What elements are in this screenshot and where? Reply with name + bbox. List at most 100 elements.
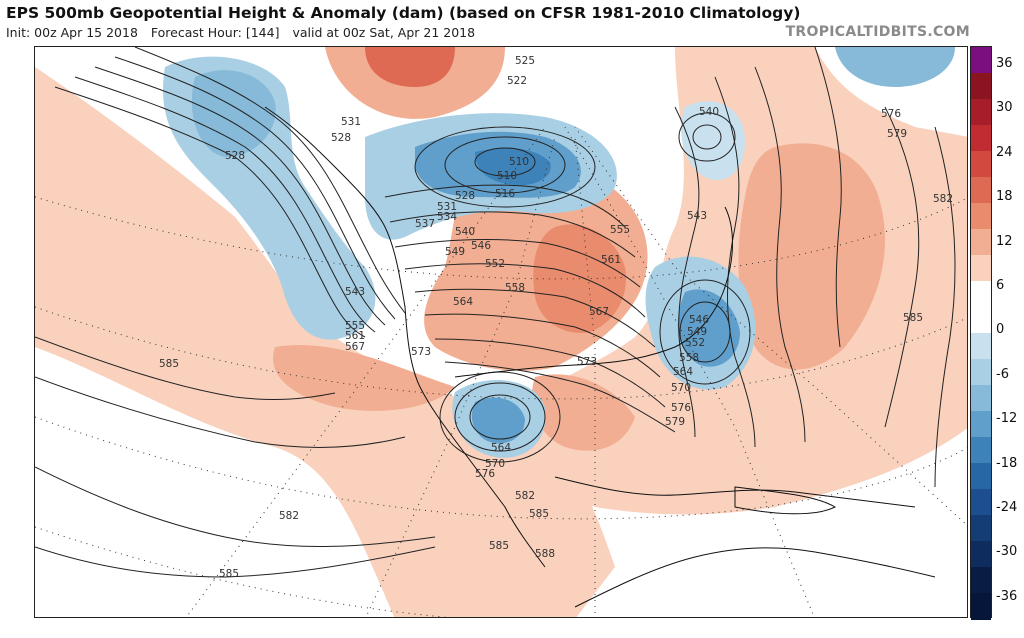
contour-label: 564: [673, 366, 693, 378]
contour-label: 543: [687, 210, 707, 222]
contour-label: 579: [665, 416, 685, 428]
contour-label: 567: [345, 341, 365, 353]
contour-label: 546: [689, 314, 709, 326]
contour-label: 585: [489, 540, 509, 552]
contour-label: 510: [497, 170, 517, 182]
chart-subtitle: Init: 00z Apr 15 2018 Forecast Hour: [14…: [6, 25, 484, 40]
contour-label: 573: [577, 356, 597, 368]
negative-anomaly-fill: [163, 47, 955, 458]
contour-labels: 525 522 531 528 528 510 510 516 528 531 …: [159, 55, 953, 580]
contour-label: 576: [671, 402, 691, 414]
colorbar-segment: [971, 229, 991, 256]
graticule: [35, 126, 967, 617]
colorbar-tick-label: -30: [996, 544, 1018, 560]
chart-title: EPS 500mb Geopotential Height & Anomaly …: [6, 4, 801, 22]
colorbar-tick-label: -24: [996, 500, 1018, 515]
contour-label: 540: [455, 226, 475, 238]
colorbar-segment: [971, 73, 991, 100]
colorbar-segment: [971, 203, 991, 230]
contour-label: 528: [331, 132, 351, 144]
init-time: Init: 00z Apr 15 2018: [6, 25, 138, 40]
colorbar-segment: [971, 541, 991, 568]
contour-label: 564: [491, 442, 511, 454]
colorbar-tick-label: -12: [996, 411, 1018, 427]
colorbar-tick-label: 18: [996, 189, 1013, 205]
colorbar-tick-label: 6: [996, 278, 1005, 293]
contour-label: 585: [903, 312, 923, 324]
contour-label: 561: [345, 330, 365, 342]
colorbar-segment: [971, 437, 991, 464]
site-credit: TROPICALTIDBITS.COM: [785, 24, 970, 40]
colorbar-segment: [971, 593, 991, 620]
contour-label: 576: [881, 108, 901, 120]
contour-label: 567: [589, 306, 609, 318]
contour-label: 534: [437, 211, 457, 223]
contour-label: 576: [475, 468, 495, 480]
colorbar-segment: [971, 515, 991, 542]
colorbar-segment: [971, 47, 991, 74]
colorbar-tick-label: 24: [996, 144, 1013, 160]
contour-label: 555: [610, 224, 630, 236]
contour-label: 510: [509, 156, 529, 168]
contour-label: 582: [515, 490, 535, 502]
colorbar-segment: [971, 463, 991, 490]
contour-label: 573: [411, 346, 431, 358]
contour-label: 588: [535, 548, 555, 560]
contour-label: 522: [507, 75, 527, 87]
colorbar-segment: [971, 281, 991, 308]
height-contours: [35, 47, 956, 578]
colorbar-segment: [971, 255, 991, 282]
colorbar-tick-label: 30: [996, 100, 1013, 116]
colorbar-segment: [971, 307, 991, 334]
contour-label: 558: [679, 352, 699, 364]
contour-label: 582: [933, 193, 953, 205]
colorbar-segment: [971, 333, 991, 360]
colorbar-segment: [971, 359, 991, 386]
contour-label: 516: [495, 188, 515, 200]
contour-label: 528: [455, 190, 475, 202]
height-anomaly-map: 525 522 531 528 528 510 510 516 528 531 …: [34, 46, 968, 618]
colorbar-tick-label: 0: [996, 322, 1005, 338]
contour-label: 546: [471, 240, 491, 252]
colorbar-tick-label: -6: [996, 366, 1009, 382]
colorbar-segment: [971, 411, 991, 438]
contour-label: 531: [341, 116, 361, 128]
colorbar-segment: [971, 125, 991, 152]
contour-label: 552: [485, 258, 505, 270]
colorbar-tick-label: 12: [996, 233, 1013, 249]
colorbar-segment: [971, 489, 991, 516]
contour-label: 543: [345, 286, 365, 298]
colorbar-tick-label: -36: [996, 588, 1018, 604]
colorbar-segment: [971, 567, 991, 594]
colorbar-segment: [971, 177, 991, 204]
coastlines: [264, 106, 936, 608]
contour-label: 564: [453, 296, 473, 308]
map-canvas: 525 522 531 528 528 510 510 516 528 531 …: [35, 47, 967, 617]
contour-label: 570: [485, 458, 505, 470]
colorbar-segment: [971, 385, 991, 412]
contour-label: 528: [225, 150, 245, 162]
valid-time: valid at 00z Sat, Apr 21 2018: [292, 25, 476, 40]
contour-label: 549: [445, 246, 465, 258]
colorbar-segment: [971, 151, 991, 178]
contour-label: 582: [279, 510, 299, 522]
anomaly-colorbar: [970, 46, 992, 620]
contour-label: 540: [699, 106, 719, 118]
contour-label: 561: [601, 254, 621, 266]
colorbar-segment: [971, 99, 991, 126]
contour-label: 525: [515, 55, 535, 67]
contour-label: 531: [437, 201, 457, 213]
contour-label: 585: [159, 358, 179, 370]
contour-label: 570: [671, 382, 691, 394]
contour-label: 537: [415, 218, 435, 230]
contour-label: 585: [529, 508, 549, 520]
colorbar-tick-label: -18: [996, 455, 1018, 471]
contour-label: 579: [887, 128, 907, 140]
contour-label: 552: [685, 337, 705, 349]
contour-label: 555: [345, 320, 365, 332]
contour-label: 558: [505, 282, 525, 294]
forecast-hour: Forecast Hour: [144]: [150, 25, 280, 40]
colorbar-tick-label: 36: [996, 56, 1013, 71]
contour-label: 585: [219, 568, 239, 580]
contour-label: 549: [687, 326, 707, 338]
